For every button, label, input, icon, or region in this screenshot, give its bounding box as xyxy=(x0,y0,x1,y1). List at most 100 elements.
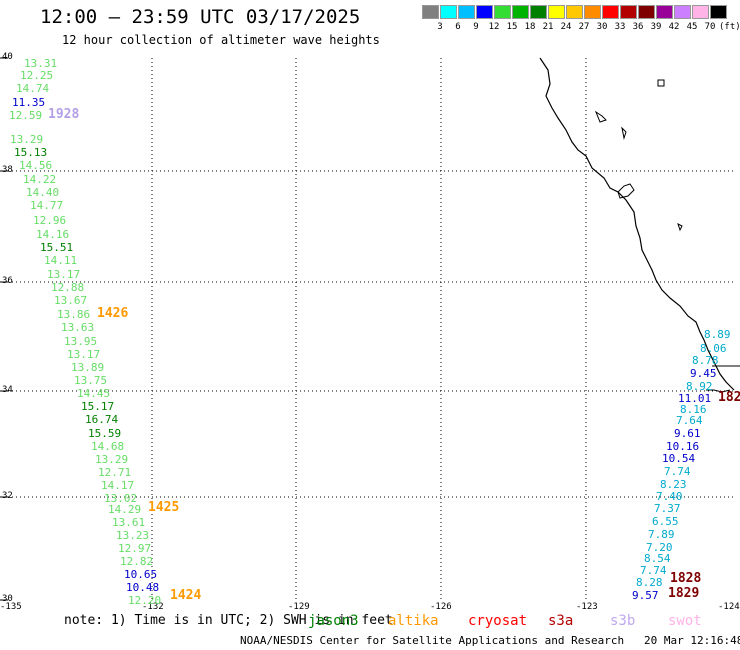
swh-value-label: 14.68 xyxy=(91,440,125,453)
swh-value-label: 12.82 xyxy=(120,555,154,568)
pass-id-label: 182 xyxy=(718,390,740,405)
swh-value-label: 10.48 xyxy=(126,581,160,594)
legend-label: 3 xyxy=(437,22,443,32)
lake-outline xyxy=(677,223,683,232)
satellite-name: altika xyxy=(388,613,439,629)
legend-label: 27 xyxy=(578,22,590,32)
swh-value-label: 14.45 xyxy=(77,387,111,400)
legend-swatch xyxy=(458,5,475,19)
legend-label: 39 xyxy=(650,22,662,32)
swh-value-label: 15.59 xyxy=(88,427,122,440)
swh-value-label: 13.29 xyxy=(95,453,129,466)
footer-credit: NOAA/NESDIS Center for Satellite Applica… xyxy=(240,634,740,647)
pass-id-label: 1424 xyxy=(170,588,202,603)
swh-value-label: 13.86 xyxy=(57,308,91,321)
swh-value-label: 10.54 xyxy=(662,452,696,465)
swh-value-label: 14.40 xyxy=(26,186,60,199)
latitude-label: 32 xyxy=(2,491,13,501)
swh-value-label: 8.78 xyxy=(692,354,719,367)
legend-swatch xyxy=(566,5,583,19)
legend-label: 36 xyxy=(632,22,644,32)
swh-value-label: 9.57 xyxy=(632,589,659,602)
swh-value-label: 12.96 xyxy=(33,214,67,227)
swh-value-label: 10.65 xyxy=(124,568,158,581)
longitude-label: -126 xyxy=(430,602,452,612)
swh-value-label: 14.16 xyxy=(36,228,70,241)
longitude-label: -124 xyxy=(718,602,740,612)
satellite-name: swot xyxy=(668,613,702,629)
swh-value-label: 14.77 xyxy=(30,199,64,212)
swh-value-label: 13.67 xyxy=(54,294,88,307)
swh-value-label: 14.29 xyxy=(108,503,142,516)
swh-value-label: 13.75 xyxy=(74,374,108,387)
swh-value-label: 7.40 xyxy=(656,490,683,503)
legend-swatch xyxy=(440,5,457,19)
legend-label: 24 xyxy=(560,22,572,32)
legend-swatch xyxy=(494,5,511,19)
lake-outline xyxy=(621,126,627,140)
swh-value-label: 13.02 xyxy=(104,492,138,505)
swh-value-label: 12.88 xyxy=(51,281,85,294)
channel-islands xyxy=(706,389,731,393)
legend-label: (ft) xyxy=(719,22,740,32)
satellite-name: jason3 xyxy=(308,613,359,629)
legend-label: 45 xyxy=(686,22,698,32)
pass-id-label: 1829 xyxy=(668,586,700,601)
legend-swatch xyxy=(512,5,529,19)
legend-label: 9 xyxy=(473,22,479,32)
bay-outline xyxy=(617,183,635,199)
latitude-label: 36 xyxy=(2,276,13,286)
swh-value-label: 7.89 xyxy=(648,528,675,541)
swh-value-label: 13.63 xyxy=(61,321,95,334)
swh-value-label: 8.16 xyxy=(680,403,707,416)
swh-value-label: 7.64 xyxy=(676,414,703,427)
swh-value-label: 12.25 xyxy=(20,69,54,82)
swh-value-label: 9.61 xyxy=(674,427,701,440)
swh-value-label: 14.56 xyxy=(19,159,53,172)
swh-value-label: 8.23 xyxy=(660,478,687,491)
swh-value-label: 13.17 xyxy=(47,268,81,281)
latitude-label: 34 xyxy=(2,385,13,395)
swh-value-label: 8.89 xyxy=(704,328,731,341)
latitude-label: 40 xyxy=(2,52,13,62)
satellite-name: s3b xyxy=(610,613,636,629)
swh-value-label: 14.11 xyxy=(44,254,78,267)
swh-value-label: 8.06 xyxy=(700,342,727,355)
legend-label: 12 xyxy=(488,22,500,32)
swh-value-label: 7.37 xyxy=(654,502,681,515)
longitude-label: -135 xyxy=(0,602,22,612)
legend-swatch xyxy=(674,5,691,19)
coastline xyxy=(539,57,735,391)
map-subtitle: 12 hour collection of altimeter wave hei… xyxy=(62,33,380,47)
swh-value-label: 13.23 xyxy=(116,529,150,542)
legend-swatch xyxy=(692,5,709,19)
legend-swatch xyxy=(422,5,439,19)
swh-value-label: 13.95 xyxy=(64,335,98,348)
swh-value-label: 15.51 xyxy=(40,241,74,254)
longitude-label: -129 xyxy=(288,602,310,612)
pass-id-label: 1426 xyxy=(97,306,129,321)
legend-label: 6 xyxy=(455,22,461,32)
swh-value-label: 13.31 xyxy=(24,57,58,70)
swh-value-label: 15.13 xyxy=(14,146,48,159)
legend-label: 30 xyxy=(596,22,608,32)
swh-value-label: 14.17 xyxy=(101,479,135,492)
swh-value-label: 8.92 xyxy=(686,380,713,393)
swh-value-label: 13.61 xyxy=(112,516,146,529)
swh-value-label: 12.97 xyxy=(118,542,152,555)
legend-label: 42 xyxy=(668,22,680,32)
map-title: 12:00 – 23:59 UTC 03/17/2025 xyxy=(40,6,361,28)
swh-value-label: 16.74 xyxy=(85,413,119,426)
longitude-label: -132 xyxy=(142,602,164,612)
legend-label: 21 xyxy=(542,22,554,32)
swh-value-label: 8.28 xyxy=(636,576,663,589)
legend-label: 18 xyxy=(524,22,536,32)
swh-value-label: 13.29 xyxy=(10,133,44,146)
swh-value-label: 14.74 xyxy=(16,82,50,95)
legend-swatch xyxy=(638,5,655,19)
legend-label: 15 xyxy=(506,22,518,32)
swh-value-label: 12.59 xyxy=(9,109,43,122)
swh-value-label: 6.55 xyxy=(652,515,679,528)
swh-value-label: 12.20 xyxy=(128,594,162,607)
swh-value-label: 13.89 xyxy=(71,361,105,374)
